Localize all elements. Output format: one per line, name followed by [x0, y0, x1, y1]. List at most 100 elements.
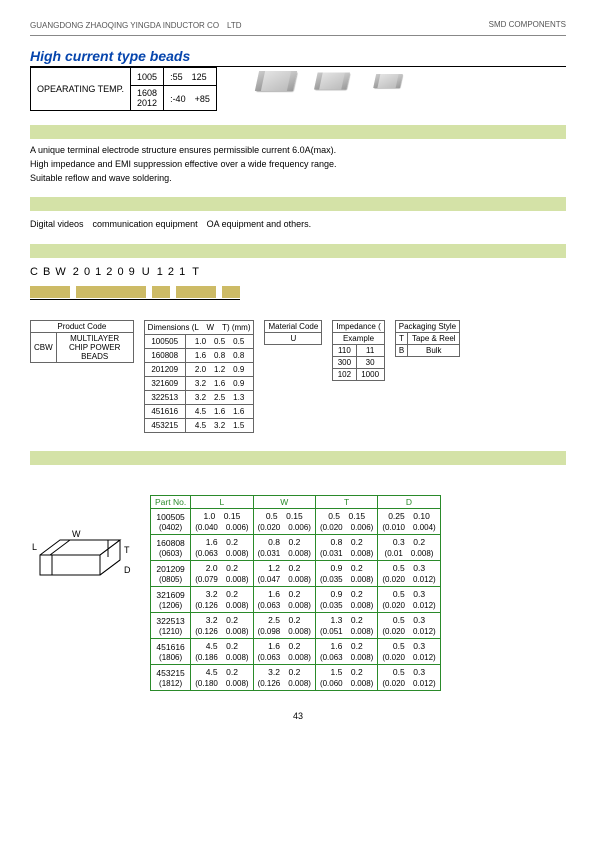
pn-c: U: [142, 266, 151, 278]
table-cell: 160808(0603): [151, 535, 191, 561]
table-cell: 3.2 0.2(0.126 0.008): [191, 613, 253, 639]
table-cell: 1.3 0.2(0.051 0.008): [315, 613, 377, 639]
page-header: GUANGDONG ZHAOQING YINGDA INDUCTOR CO LT…: [30, 20, 566, 31]
table-cell: 1.5 0.2(0.060 0.008): [315, 665, 377, 691]
table-cell: 30: [356, 357, 384, 369]
table-cell: 1.6 0.2(0.063 0.008): [253, 639, 315, 665]
pn-bar: [76, 286, 146, 298]
table-cell: 451616: [144, 405, 185, 419]
table-header: D: [378, 496, 440, 509]
table-cell: B: [395, 345, 408, 357]
table-cell: 160808: [144, 349, 185, 363]
packaging-table: Packaging Style TTape & ReelBBulk: [395, 320, 460, 357]
part-number-diagram: C B W 2 0 1 2 0 9 U 1 2 1 T: [30, 266, 566, 278]
partno-bar: [30, 244, 566, 258]
table-cell: 0.9 0.2(0.035 0.008): [315, 561, 377, 587]
pn-bar: [152, 286, 170, 298]
table-cell: 4.5 1.6 1.6: [185, 405, 254, 419]
table-cell: 100505(0402): [151, 509, 191, 535]
table-cell: 0.25 0.10(0.010 0.004): [378, 509, 440, 535]
table-cell: 0.3 0.2(0.01 0.008): [378, 535, 440, 561]
mat-code: U: [265, 333, 322, 345]
table-cell: 0.5 0.3(0.020 0.012): [378, 665, 440, 691]
prod-hdr: Product Code: [31, 321, 134, 333]
chip-icon: [314, 73, 350, 90]
table-cell: 453215(1812): [151, 665, 191, 691]
table-cell: 110: [333, 345, 356, 357]
table-cell: 3.2 1.6 0.9: [185, 377, 254, 391]
header-right: SMD COMPONENTS: [489, 20, 566, 31]
table-cell: 1.6 0.2(0.063 0.008): [253, 587, 315, 613]
pn-bar: [30, 286, 70, 298]
pn-e: T: [192, 266, 200, 278]
page-number: 43: [30, 711, 566, 721]
top-row: OPEARATING TEMP. 1005 :55 125 1608 2012 …: [30, 67, 566, 111]
table-cell: 4.5 3.2 1.5: [185, 419, 254, 433]
applications: Digital videos communication equipment O…: [30, 217, 566, 230]
feature-a: A unique terminal electrode structure en…: [30, 145, 566, 155]
pkg-hdr: Packaging Style: [395, 321, 459, 333]
optemp-r1a: 1005: [131, 68, 164, 86]
table-cell: 321609(1206): [151, 587, 191, 613]
features-bar: [30, 125, 566, 139]
table-cell: 453215: [144, 419, 185, 433]
prod-desc: MULTILAYER CHIP POWER BEADS: [56, 333, 133, 363]
chip-images: [257, 71, 407, 91]
main-dimensions: L W T D Part No.LWTD 100505(0402) 1.0 0.…: [30, 495, 566, 691]
feature-b: High impedance and EMI suppression effec…: [30, 159, 566, 169]
table-cell: Tape & Reel: [408, 333, 460, 345]
table-cell: 322513(1210): [151, 613, 191, 639]
dim-bar: [30, 451, 566, 465]
table-cell: 11: [356, 345, 384, 357]
table-cell: Bulk: [408, 345, 460, 357]
dimensions-table: Dimensions (L W T) (mm) 1005051.0 0.5 0.…: [144, 320, 255, 433]
optemp-r2b: :-40 +85: [164, 86, 217, 111]
chip-icon: [255, 71, 297, 91]
operating-temp-table: OPEARATING TEMP. 1005 :55 125 1608 2012 …: [30, 67, 217, 111]
imp-hdr: Impedance (: [333, 321, 384, 333]
table-cell: 2.0 1.2 0.9: [185, 363, 254, 377]
svg-text:D: D: [124, 565, 131, 575]
dimension-drawing: L W T D: [30, 515, 140, 590]
pn-bars: [30, 286, 566, 298]
header-rule: [30, 35, 566, 36]
table-cell: 300: [333, 357, 356, 369]
svg-text:T: T: [124, 545, 130, 555]
table-cell: 0.5 0.3(0.020 0.012): [378, 587, 440, 613]
pn-bar: [176, 286, 216, 298]
pn-b: 2 0 1 2 0 9: [73, 266, 136, 278]
table-cell: 1.2 0.2(0.047 0.008): [253, 561, 315, 587]
table-cell: 1.0 0.5 0.5: [185, 335, 254, 349]
impedance-table: Impedance ( Example 11011300301021000: [332, 320, 384, 381]
table-cell: 3.2 2.5 1.3: [185, 391, 254, 405]
table-cell: 102: [333, 369, 356, 381]
prod-code: CBW: [31, 333, 57, 363]
table-cell: 0.9 0.2(0.035 0.008): [315, 587, 377, 613]
table-cell: 321609: [144, 377, 185, 391]
table-cell: 4.5 0.2(0.180 0.008): [191, 665, 253, 691]
table-cell: 1.6 0.2(0.063 0.008): [191, 535, 253, 561]
table-header: L: [191, 496, 253, 509]
dim-hdr: Dimensions (L W T) (mm): [144, 321, 254, 335]
table-cell: T: [395, 333, 408, 345]
table-header: W: [253, 496, 315, 509]
material-table: Material Code U: [264, 320, 322, 345]
table-cell: 0.8 0.2(0.031 0.008): [253, 535, 315, 561]
table-cell: 3.2 0.2(0.126 0.008): [191, 587, 253, 613]
optemp-label: OPEARATING TEMP.: [31, 68, 131, 111]
table-cell: 322513: [144, 391, 185, 405]
section-title: High current type beads: [30, 48, 566, 67]
table-cell: 0.5 0.3(0.020 0.012): [378, 639, 440, 665]
table-header: Part No.: [151, 496, 191, 509]
table-cell: 100505: [144, 335, 185, 349]
table-cell: 201209: [144, 363, 185, 377]
table-cell: 2.5 0.2(0.098 0.008): [253, 613, 315, 639]
header-left: GUANGDONG ZHAOQING YINGDA INDUCTOR CO LT…: [30, 20, 242, 31]
table-cell: 0.5 0.15(0.020 0.006): [315, 509, 377, 535]
optemp-r2a: 1608 2012: [131, 86, 164, 111]
svg-text:W: W: [72, 529, 81, 539]
svg-text:L: L: [32, 542, 37, 552]
product-code-table: Product Code CBW MULTILAYER CHIP POWER B…: [30, 320, 134, 363]
impedance-block: Impedance ( Example 11011300301021000: [332, 320, 384, 381]
table-cell: 0.5 0.3(0.020 0.012): [378, 613, 440, 639]
